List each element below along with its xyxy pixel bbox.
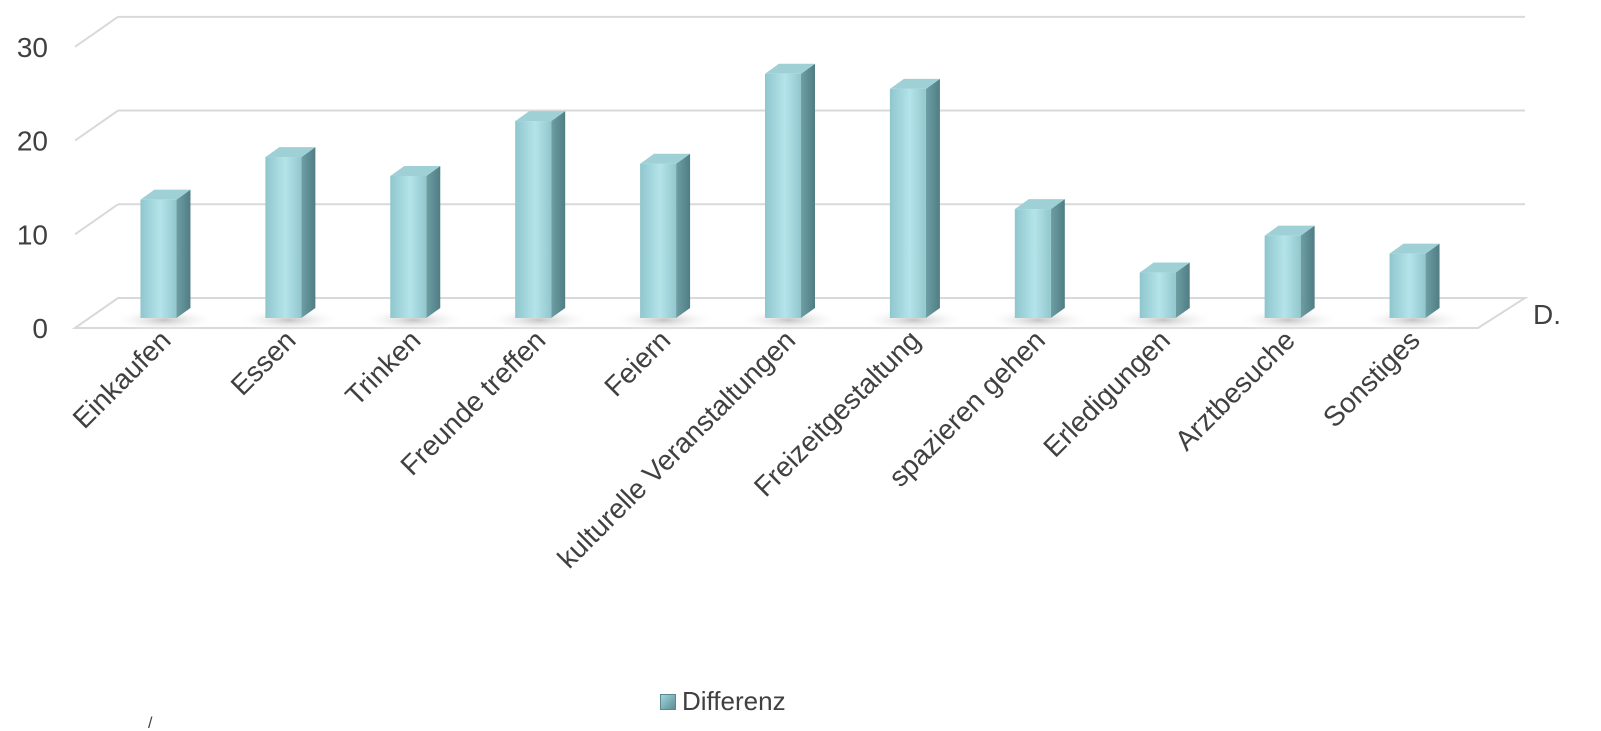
bar (1236, 225, 1341, 332)
bar-top (265, 147, 316, 158)
bar (112, 189, 217, 332)
bar-shadow (986, 308, 1091, 332)
bar-side (801, 63, 815, 319)
bar-shadow (362, 308, 467, 332)
bar-front (765, 73, 801, 318)
x-tick-label: Sonstiges (1317, 324, 1426, 433)
gridline-side (74, 16, 119, 48)
gridline-side (74, 203, 119, 236)
bar-front (515, 121, 552, 319)
y-tick-label: 30 (17, 32, 48, 63)
bar-top (1389, 243, 1440, 254)
bar-top (640, 153, 691, 164)
bar-front (390, 176, 427, 318)
bar (237, 147, 342, 332)
bar (1361, 243, 1466, 332)
bar-shadow (1361, 308, 1466, 332)
bar-top (1014, 199, 1065, 210)
bar-side (176, 189, 191, 318)
bar (612, 153, 717, 332)
x-tick-label: Feiern (598, 324, 676, 402)
bar-top (140, 189, 191, 200)
bar-front (140, 199, 177, 318)
y-tick-label: 10 (17, 219, 48, 250)
bar (737, 63, 841, 332)
bar (487, 111, 592, 332)
bar-front (265, 157, 302, 318)
bar-top (765, 63, 815, 74)
y-axis-ticks: 0 10 20 30 (17, 32, 48, 344)
legend-swatch (660, 693, 676, 710)
x-tick-label: Einkaufen (67, 324, 177, 434)
bar-front (889, 88, 926, 318)
bar-top (515, 111, 566, 122)
bar-front (640, 163, 677, 318)
bar-top (1264, 225, 1315, 236)
bar-side (1425, 243, 1440, 318)
bar-side (925, 78, 940, 318)
legend-label: Differenz (682, 686, 786, 716)
bar-shadow (487, 308, 592, 332)
bar-shadow (861, 308, 966, 332)
gridline-side (74, 109, 119, 142)
bar-shadow (737, 308, 841, 332)
bar-shadow (237, 308, 342, 332)
bar-shadow (612, 308, 717, 332)
bar-top (390, 166, 441, 176)
bar-side (1175, 262, 1190, 318)
bar-front (1014, 209, 1051, 318)
x-tick-label: Trinken (339, 324, 426, 411)
bar-top (889, 78, 940, 89)
bar-shadow (112, 308, 217, 332)
bar (362, 166, 467, 332)
bar-front (1139, 272, 1176, 318)
y-tick-label: 20 (17, 126, 48, 157)
x-tick-label: Arztbesuche (1169, 324, 1301, 456)
bar (861, 78, 966, 332)
x-tick-label: Erledigungen (1037, 324, 1176, 463)
legend: Differenz (660, 686, 786, 717)
bar-side (551, 111, 566, 319)
bar-shadow (1236, 308, 1341, 332)
bar-side (676, 153, 691, 318)
x-tick-label: kulturelle Veranstaltungen (551, 324, 801, 574)
y-tick-label: 0 (32, 313, 48, 344)
bar (986, 199, 1091, 332)
bar-shadow (1111, 308, 1216, 332)
bar-front (1264, 235, 1301, 318)
bar-side (426, 166, 441, 318)
bar-front (1389, 253, 1426, 318)
stray-glyph: / (148, 715, 153, 731)
bar-side (301, 147, 316, 318)
bar (1111, 262, 1216, 332)
bar-top (1139, 262, 1190, 273)
bars (112, 63, 1466, 332)
depth-axis-label: D. (1533, 299, 1561, 330)
x-tick-label: Essen (225, 324, 302, 401)
bar-side (1300, 225, 1315, 318)
bar-side (1050, 199, 1065, 318)
